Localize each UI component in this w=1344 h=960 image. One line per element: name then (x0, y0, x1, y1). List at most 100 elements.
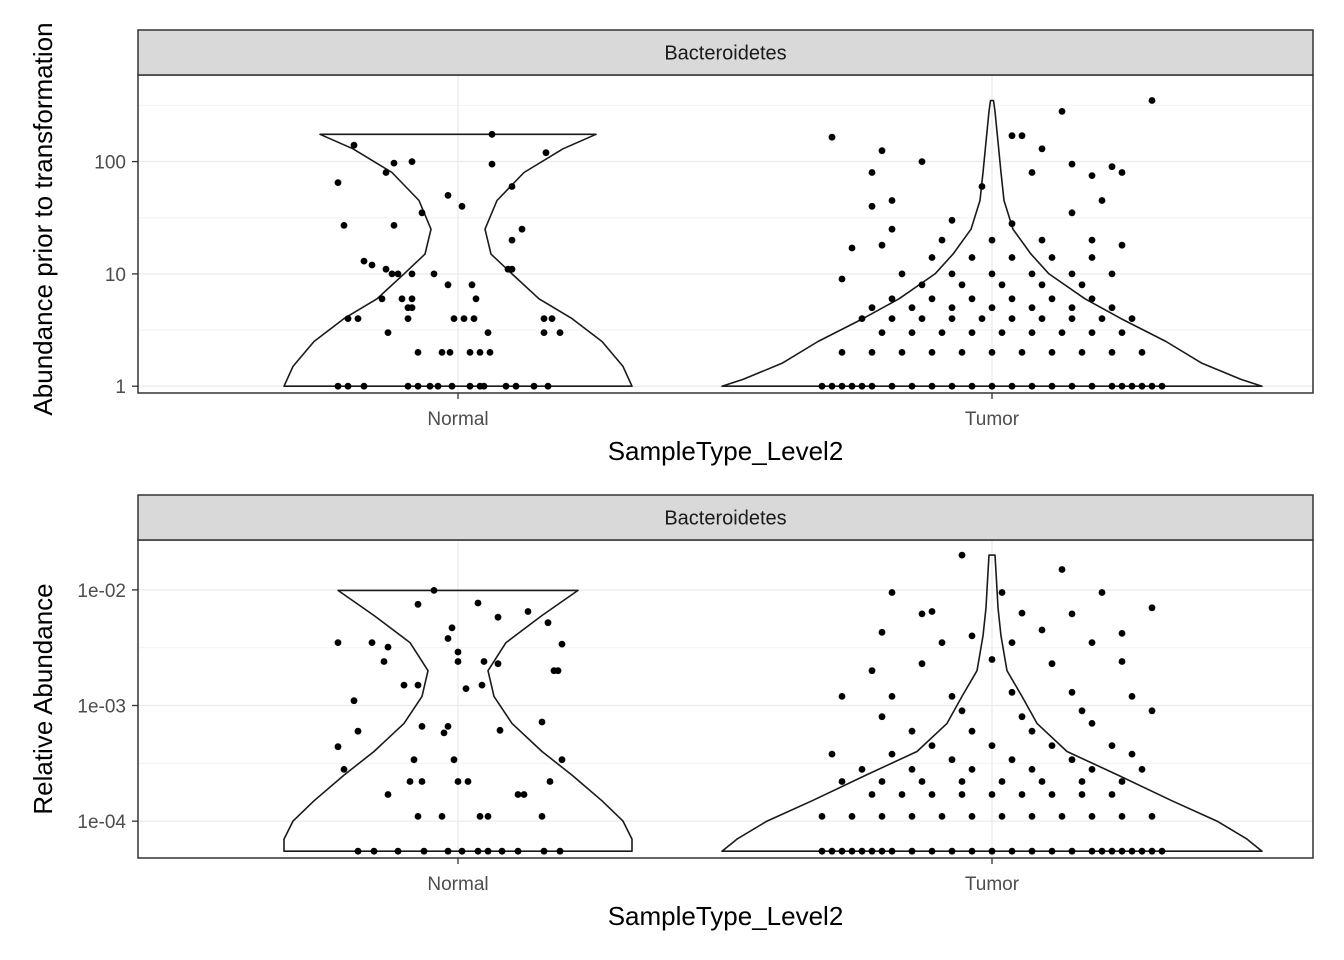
data-point-tumor (958, 551, 966, 559)
data-point-tumor (1088, 639, 1096, 646)
data-point-normal (556, 847, 564, 855)
data-point-normal (334, 639, 342, 646)
data-point-normal (478, 681, 486, 689)
y-axis-title: Abundance prior to transformation (28, 22, 58, 415)
data-point-tumor (988, 270, 996, 278)
y-tick-label: 1e-04 (77, 812, 126, 833)
data-point-tumor (868, 349, 876, 356)
data-point-normal (484, 813, 492, 820)
data-point-tumor (1038, 778, 1046, 785)
data-point-tumor (988, 349, 996, 356)
facet-strip (137, 494, 1314, 541)
data-point-tumor (988, 304, 996, 312)
data-point-normal (454, 778, 462, 785)
data-point-tumor (1048, 349, 1056, 356)
data-point-tumor (1088, 813, 1096, 820)
data-point-tumor (1088, 236, 1096, 244)
data-point-tumor (1148, 604, 1156, 612)
data-point-normal (414, 681, 422, 689)
data-point-tumor (1108, 847, 1116, 855)
data-point-tumor (928, 742, 936, 749)
data-point-tumor (938, 329, 946, 336)
data-point-tumor (938, 236, 946, 244)
data-point-normal (480, 658, 488, 665)
data-point-normal (350, 141, 358, 149)
data-point-normal (450, 756, 458, 764)
data-point-tumor (938, 639, 946, 646)
data-point-tumor (1028, 270, 1036, 278)
data-point-tumor (968, 295, 976, 303)
data-point-normal (508, 236, 516, 244)
data-point-tumor (878, 813, 886, 820)
data-point-tumor (1068, 315, 1076, 322)
data-point-tumor (968, 329, 976, 336)
data-point-tumor (878, 713, 886, 721)
data-point-normal (514, 847, 522, 855)
data-point-tumor (1058, 813, 1066, 820)
data-point-tumor (818, 813, 826, 820)
data-point-normal (486, 349, 494, 356)
data-point-tumor (918, 778, 926, 785)
data-point-tumor (878, 147, 886, 155)
data-point-tumor (998, 813, 1006, 820)
data-point-tumor (1018, 609, 1026, 617)
data-point-tumor (958, 778, 966, 785)
data-point-tumor (898, 791, 906, 798)
data-point-normal (462, 685, 470, 692)
data-point-normal (472, 295, 480, 303)
data-point-normal (384, 329, 392, 336)
facet-label: Bacteroidetes (664, 508, 786, 530)
data-point-tumor (868, 304, 876, 312)
y-tick-label: 1e-02 (77, 581, 126, 602)
data-point-normal (444, 192, 452, 199)
data-point-tumor (918, 315, 926, 322)
plot-background (138, 75, 1313, 393)
data-point-tumor (988, 382, 996, 390)
data-point-normal (502, 382, 510, 390)
data-point-normal (434, 382, 442, 390)
data-point-tumor (1148, 707, 1156, 715)
data-point-tumor (1008, 254, 1016, 261)
data-point-normal (458, 202, 466, 210)
data-point-tumor (828, 382, 836, 390)
data-point-normal (474, 599, 482, 607)
data-point-tumor (1138, 382, 1146, 390)
data-point-tumor (1088, 329, 1096, 336)
data-point-normal (334, 179, 342, 187)
data-point-normal (542, 149, 550, 157)
data-point-tumor (1058, 329, 1066, 336)
data-point-tumor (838, 275, 846, 283)
data-point-tumor (838, 847, 846, 855)
data-point-normal (512, 382, 520, 390)
data-point-tumor (898, 349, 906, 356)
data-point-tumor (1058, 108, 1066, 115)
data-point-normal (508, 265, 516, 273)
data-point-tumor (888, 589, 896, 596)
data-point-tumor (958, 281, 966, 289)
data-point-tumor (818, 382, 826, 390)
data-point-tumor (948, 315, 956, 322)
data-point-normal (382, 265, 390, 273)
data-point-tumor (988, 742, 996, 749)
data-point-normal (404, 315, 412, 322)
data-point-tumor (1108, 163, 1116, 171)
data-point-tumor (948, 693, 956, 700)
data-point-tumor (968, 813, 976, 820)
data-point-normal (390, 159, 398, 167)
data-point-normal (544, 619, 552, 627)
data-point-tumor (828, 847, 836, 855)
data-point-normal (354, 315, 362, 322)
data-point-normal (524, 608, 532, 615)
data-point-normal (488, 160, 496, 168)
data-point-normal (400, 681, 408, 689)
data-point-tumor (888, 197, 896, 204)
data-point-tumor (838, 778, 846, 785)
data-point-normal (538, 718, 546, 726)
data-point-tumor (888, 750, 896, 758)
data-point-normal (414, 600, 422, 608)
data-point-normal (382, 169, 390, 176)
x-tick-label: Tumor (965, 409, 1020, 430)
data-point-tumor (1028, 727, 1036, 735)
data-point-normal (494, 613, 502, 621)
data-point-normal (390, 222, 398, 229)
